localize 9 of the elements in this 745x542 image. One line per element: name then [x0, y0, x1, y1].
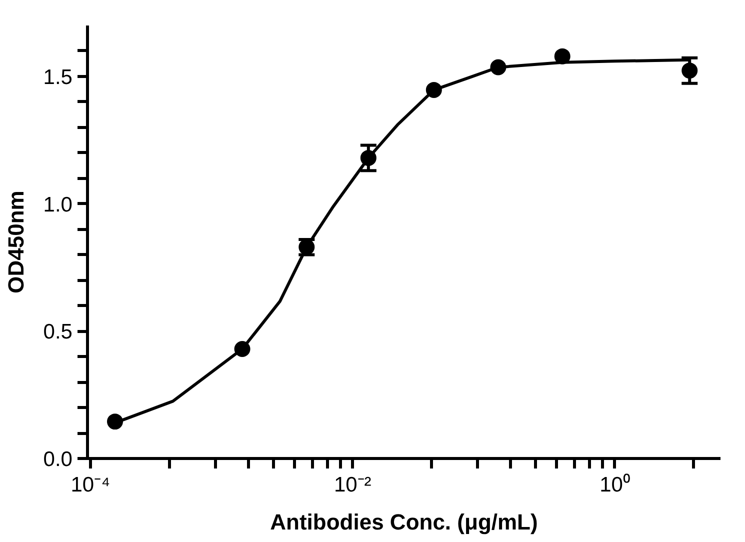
y-tick-label: 1.0	[43, 193, 73, 216]
x-tick-label: 10⁻²	[334, 474, 372, 496]
y-tick-label: 1.5	[43, 66, 73, 89]
y-axis-title: OD450nm	[3, 190, 28, 294]
y-tick-label: 0.5	[43, 320, 73, 344]
y-tick-label: 0.0	[43, 448, 73, 471]
x-tick-label: 10⁻⁴	[70, 474, 110, 496]
x-tick-label: 10⁰	[600, 474, 630, 496]
x-axis-title: Antibodies Conc. (μg/mL)	[270, 510, 538, 534]
